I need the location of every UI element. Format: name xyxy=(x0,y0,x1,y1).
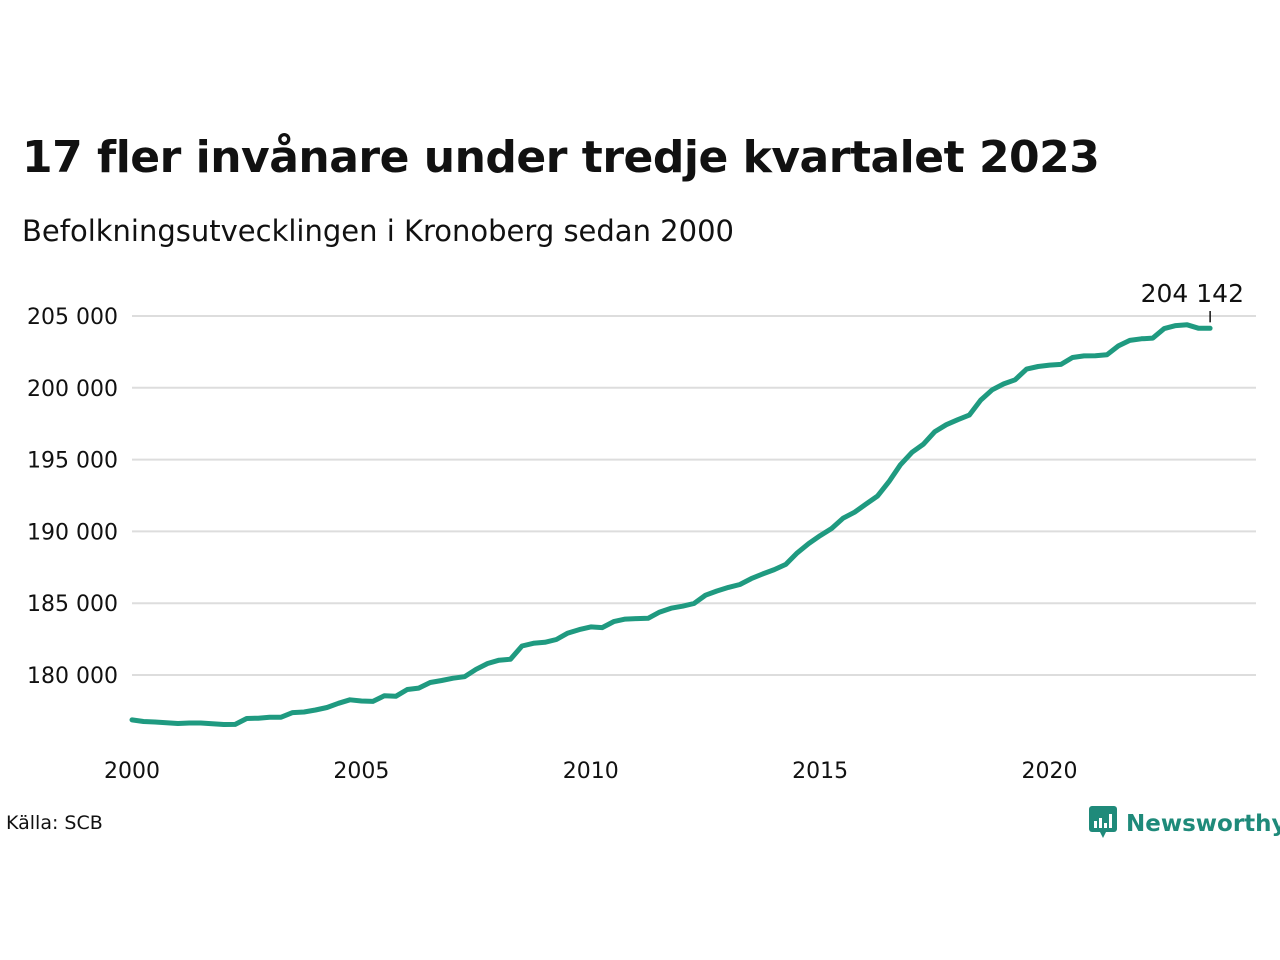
y-tick-label: 200 000 xyxy=(27,377,118,402)
source-note: Källa: SCB xyxy=(6,812,103,834)
end-annotation: 204 142 xyxy=(1141,279,1244,323)
x-axis-labels: 2000 2005 2010 2015 2020 xyxy=(104,759,1078,784)
chart-title: 17 fler invånare under tredje kvartalet … xyxy=(22,132,1100,183)
chart-subtitle: Befolkningsutvecklingen i Kronoberg seda… xyxy=(22,214,734,248)
grid-lines xyxy=(132,315,1256,676)
y-axis-labels: 180 000 185 000 190 000 195 000 200 000 205 0… xyxy=(27,305,118,689)
x-tick-label: 2005 xyxy=(333,759,389,784)
x-tick-label: 2010 xyxy=(563,759,619,784)
x-tick-label: 2000 xyxy=(104,759,160,784)
y-tick-label: 205 000 xyxy=(27,305,118,330)
y-tick-label: 190 000 xyxy=(27,520,118,545)
brand-logo: Newsworthy xyxy=(1088,804,1280,844)
y-tick-label: 195 000 xyxy=(27,449,118,474)
series-line xyxy=(129,322,1213,727)
x-tick-label: 2020 xyxy=(1022,759,1078,784)
series-group xyxy=(129,322,1213,727)
newsworthy-icon xyxy=(1088,804,1118,844)
brand-name: Newsworthy xyxy=(1126,811,1280,837)
end-value-label: 204 142 xyxy=(1141,279,1244,308)
y-tick-label: 185 000 xyxy=(27,592,118,617)
x-tick-label: 2015 xyxy=(792,759,848,784)
y-tick-label: 180 000 xyxy=(27,664,118,689)
